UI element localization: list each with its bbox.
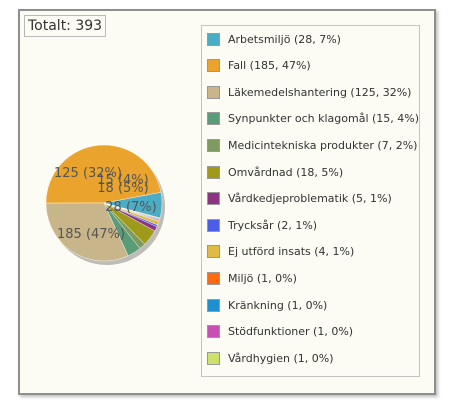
legend-item: Stödfunktioner (1, 0%): [207, 324, 353, 340]
legend-swatch: [207, 298, 220, 312]
pie-data-label-3: 15 (4%): [97, 173, 148, 188]
legend-swatch: [207, 218, 220, 232]
legend-label: Fall (185, 47%): [228, 59, 311, 73]
legend-swatch: [207, 271, 220, 285]
legend-label: Kränkning (1, 0%): [228, 298, 328, 312]
legend-item: Synpunkter och klagomål (15, 4%): [207, 111, 419, 127]
legend-item: Läkemedelshantering (125, 32%): [207, 84, 411, 100]
legend-label: Ej utförd insats (4, 1%): [228, 245, 355, 259]
pie-slice-2: [45, 202, 129, 262]
legend-item: Fall (185, 47%): [207, 58, 311, 74]
legend-label: Vårdkedjeproblematik (5, 1%): [228, 192, 392, 206]
legend-item: Kränkning (1, 0%): [207, 297, 327, 313]
legend-swatch: [207, 325, 220, 339]
legend-swatch: [207, 85, 220, 99]
legend-swatch: [207, 138, 220, 152]
legend-swatch: [207, 245, 220, 259]
pie-slice-12: [103, 202, 161, 220]
legend-item: Ej utförd insats (4, 1%): [207, 244, 354, 260]
legend-label: Trycksår (2, 1%): [228, 218, 318, 232]
pie-slice-1: [45, 144, 162, 204]
legend-item: Miljö (1, 0%): [207, 270, 297, 286]
legend-label: Omvårdnad (18, 5%): [228, 165, 344, 179]
legend-item: Trycksår (2, 1%): [207, 217, 317, 233]
legend-label: Synpunkter och klagomål (15, 4%): [228, 112, 420, 126]
legend-label: Läkemedelshantering (125, 32%): [228, 85, 412, 99]
legend-label: Medicintekniska produkter (7, 2%): [228, 138, 418, 152]
legend-swatch: [207, 165, 220, 179]
legend-item: Medicintekniska produkter (7, 2%): [207, 137, 417, 153]
legend-label: Vårdhygien (1, 0%): [228, 351, 334, 365]
legend-item: Vårdhygien (1, 0%): [207, 350, 334, 366]
legend-label: Miljö (1, 0%): [228, 271, 297, 285]
legend: Arbetsmiljö (28, 7%) Fall (185, 47%) Läkem…: [201, 25, 420, 377]
legend-label: Arbetsmiljö (28, 7%): [228, 32, 341, 46]
legend-item: Arbetsmiljö (28, 7%): [207, 31, 341, 47]
legend-swatch: [207, 192, 220, 206]
legend-swatch: [207, 32, 220, 46]
pie-data-label-1: 185 (47%): [57, 227, 125, 242]
total-label: Totalt: 393: [24, 15, 107, 37]
legend-swatch: [207, 59, 220, 73]
pie-data-label-2: 125 (32%): [54, 166, 122, 181]
legend-item: Omvårdnad (18, 5%): [207, 164, 343, 180]
pie-data-label-0: 28 (7%): [105, 200, 156, 215]
legend-item: Vårdkedjeproblematik (5, 1%): [207, 191, 392, 207]
pie-data-label-5: 18 (5%): [97, 181, 148, 196]
legend-swatch: [207, 112, 220, 126]
legend-swatch: [207, 351, 220, 365]
legend-label: Stödfunktioner (1, 0%): [228, 325, 354, 339]
